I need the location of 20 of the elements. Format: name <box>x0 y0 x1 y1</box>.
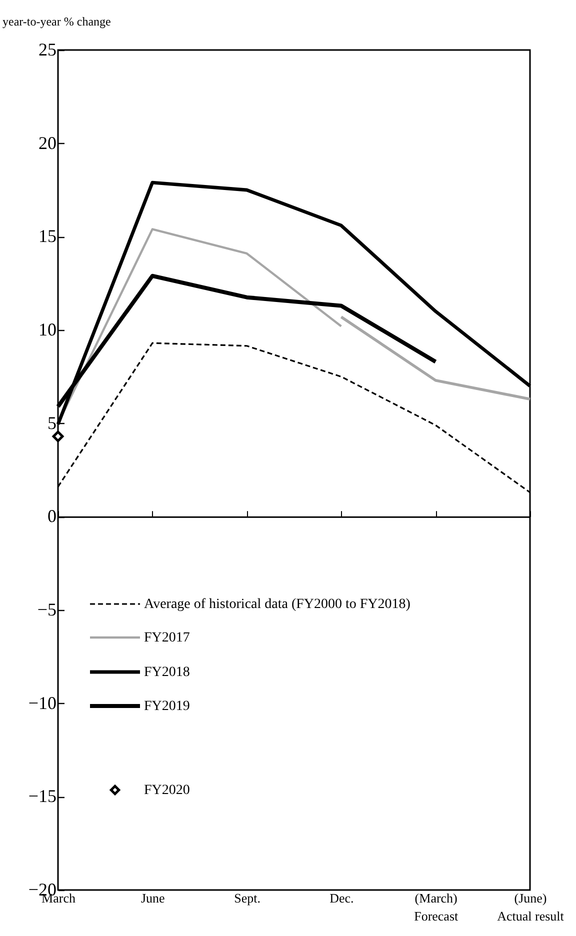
y-tick-label: 15 <box>38 226 56 246</box>
y-tick-label: 20 <box>38 132 56 153</box>
legend-label: Average of historical data (FY2000 to FY2018) <box>144 597 411 612</box>
y-tick-label: 5 <box>48 412 56 433</box>
legend-label: FY2018 <box>144 665 190 680</box>
y-tick-label: 0 <box>48 506 56 526</box>
legend-label: FY2019 <box>144 699 190 714</box>
y-tick-label: 25 <box>38 40 56 60</box>
x-tick-label: (March) Forecast <box>414 890 459 924</box>
x-tick-label: June <box>140 890 166 906</box>
x-tick-label: Sept. <box>234 890 260 906</box>
y-tick-label: 10 <box>38 320 56 340</box>
legend-label: FY2020 <box>144 783 190 798</box>
legend-label: FY2017 <box>144 630 190 646</box>
x-tick-label: (June) Actual result <box>497 890 564 924</box>
x-tick-label: Dec. <box>330 890 354 906</box>
y-tick-label: −10 <box>28 692 56 713</box>
y-tick-label: −15 <box>28 786 56 806</box>
y-axis-title: year-to-year % change <box>2 14 111 28</box>
y-tick-label: −5 <box>37 600 56 620</box>
